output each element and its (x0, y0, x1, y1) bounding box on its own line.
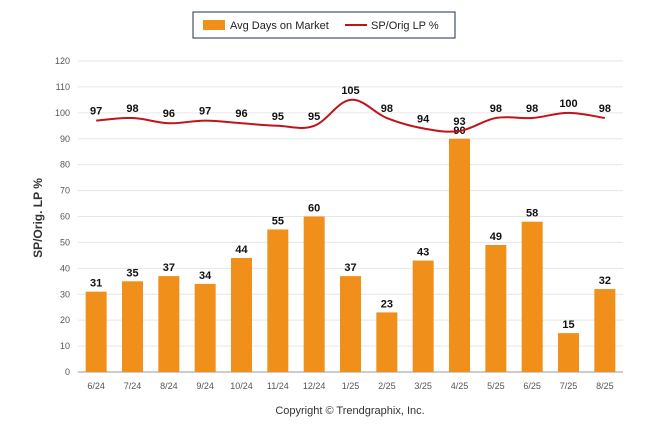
bar-data-label: 23 (381, 298, 393, 310)
line-data-label: 96 (235, 108, 247, 120)
y-tick-label: 120 (55, 56, 70, 66)
bar (594, 289, 616, 372)
bar (376, 312, 398, 372)
line-data-label: 98 (599, 103, 611, 115)
line-data-label: 105 (341, 85, 359, 97)
line-data-label: 96 (163, 108, 175, 120)
x-tick-label: 1/25 (342, 381, 360, 391)
legend-bar-swatch (203, 20, 225, 30)
line-data-label: 100 (559, 98, 577, 110)
x-tick-label: 7/24 (124, 381, 142, 391)
y-tick-label: 10 (60, 341, 70, 351)
bar-data-label: 15 (562, 319, 574, 331)
y-tick-label: 60 (60, 212, 70, 222)
bar-data-label: 58 (526, 208, 538, 220)
y-axis-label: SP/Orig. LP % (31, 178, 45, 258)
legend-box (192, 11, 456, 39)
y-tick-label: 0 (65, 367, 70, 377)
x-tick-label: 6/24 (87, 381, 105, 391)
line-data-label: 97 (90, 106, 102, 118)
line-data-label: 93 (453, 116, 465, 128)
legend-bar-label: Avg Days on Market (230, 20, 329, 32)
bar-data-label: 31 (90, 278, 102, 290)
bar (194, 283, 216, 372)
bar (85, 291, 107, 372)
x-tick-label: 12/24 (303, 381, 326, 391)
line-data-label: 94 (417, 113, 430, 125)
y-tick-label: 80 (60, 160, 70, 170)
bar (122, 281, 143, 372)
copyright-text: Copyright © Trendgraphix, Inc. (275, 405, 424, 417)
line-series: 97 98 96 97 96 95 95 105 98 94 93 98 98 100 98 (90, 85, 611, 133)
line-data-label: 98 (126, 103, 138, 115)
line-data-label: 95 (272, 111, 284, 123)
x-tick-label: 7/25 (560, 381, 578, 391)
line-data-label: 98 (381, 103, 393, 115)
x-tick-label: 3/25 (414, 381, 432, 391)
bar-data-label: 37 (344, 262, 356, 274)
line-data-label: 98 (490, 103, 502, 115)
line-data-label: 95 (308, 111, 320, 123)
x-tick-label: 8/24 (160, 381, 178, 391)
y-tick-label: 100 (55, 108, 70, 118)
bar-data-label: 32 (599, 275, 611, 287)
bar (231, 257, 252, 372)
bar (558, 333, 579, 372)
y-tick-label: 40 (60, 263, 70, 273)
y-tick-label: 30 (60, 289, 70, 299)
line-path (96, 98, 605, 133)
bar (521, 221, 543, 372)
bar (412, 260, 434, 372)
bar (267, 229, 289, 372)
bar-data-label: 60 (308, 203, 320, 215)
bar-data-label: 55 (272, 215, 284, 227)
x-tick-label: 2/25 (378, 381, 396, 391)
bar-data-label: 49 (490, 231, 502, 243)
y-tick-label: 90 (60, 134, 70, 144)
bar-data-label: 37 (163, 262, 175, 274)
x-tick-label: 10/24 (230, 381, 253, 391)
line-data-label: 98 (526, 103, 538, 115)
bar (303, 216, 325, 372)
bar-data-label: 34 (199, 270, 212, 282)
bar (449, 138, 470, 372)
y-tick-label: 20 (60, 315, 70, 325)
x-tick-label: 8/25 (596, 381, 614, 391)
x-tick-label: 4/25 (451, 381, 469, 391)
legend-line-label: SP/Orig LP % (371, 20, 439, 32)
x-tick-label: 11/24 (267, 381, 289, 391)
bar (340, 276, 361, 372)
line-data-label: 97 (199, 106, 211, 118)
y-tick-label: 110 (56, 82, 70, 92)
legend: Avg Days on Market SP/Orig LP % (192, 11, 456, 39)
x-tick-label: 5/25 (487, 381, 505, 391)
y-tick-label: 50 (60, 237, 70, 247)
x-tick-label: 9/24 (196, 381, 214, 391)
y-tick-label: 70 (60, 186, 70, 196)
x-tick-label: 6/25 (523, 381, 541, 391)
bar-data-label: 44 (235, 244, 248, 256)
bar (158, 276, 180, 372)
x-axis-ticks: 6/24 7/24 8/24 9/24 10/24 11/24 12/24 1/25 2/25 3… (87, 381, 613, 391)
bar-data-label: 35 (126, 267, 138, 279)
y-axis-ticks: 0 10 20 30 40 50 60 70 80 90 100 110 120 (55, 56, 70, 377)
bar-data-label: 43 (417, 247, 429, 259)
bar (485, 245, 507, 372)
